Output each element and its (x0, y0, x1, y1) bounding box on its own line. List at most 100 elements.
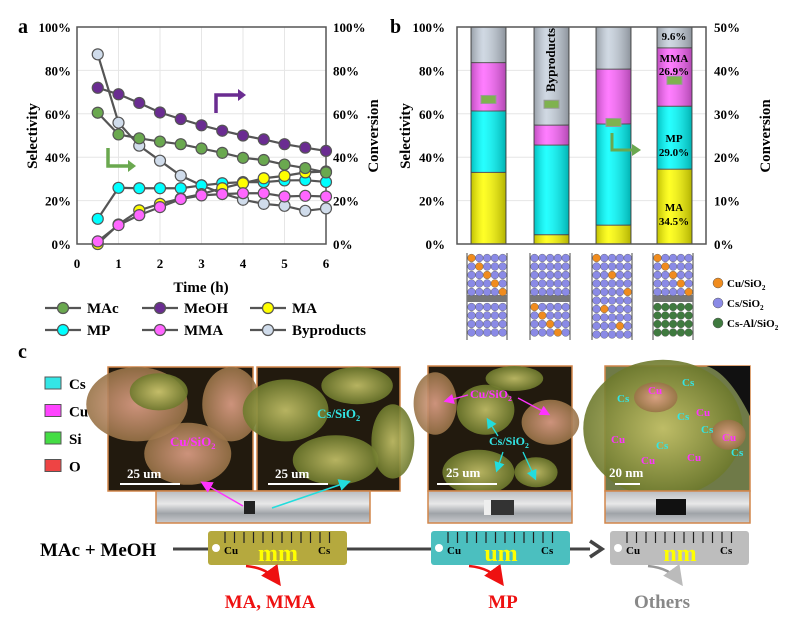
data-point-mma (153, 201, 167, 214)
catalyst-sphere (592, 321, 601, 331)
catalyst-sphere (684, 311, 693, 320)
catalyst-sphere (553, 287, 563, 297)
y2-tick-label: 10% (714, 194, 740, 209)
element-label-cs: Cs (617, 393, 630, 405)
catalyst-sphere (615, 279, 625, 288)
data-point-byproducts (112, 116, 125, 129)
catalyst-sphere (592, 262, 601, 271)
catalyst-sphere (607, 279, 617, 288)
catalyst-sphere (538, 270, 547, 280)
catalyst-sphere (653, 270, 662, 280)
x-tick-label: 5 (281, 256, 288, 271)
catalyst-sphere (561, 262, 570, 271)
catalyst-sphere (615, 253, 625, 263)
particle (371, 404, 415, 479)
catalyst-sphere (607, 321, 617, 331)
catalyst-sphere (600, 287, 609, 297)
catalyst-sphere (615, 287, 625, 297)
data-point-byproducts (91, 48, 104, 61)
catalyst-sphere (623, 253, 632, 263)
catalyst-sphere (561, 319, 570, 329)
y-tick-label: 100% (39, 20, 72, 35)
data-point-mac (133, 132, 146, 145)
catalyst-sphere (668, 262, 678, 271)
element-legend-swatch (44, 459, 62, 472)
bar-shading (596, 225, 631, 244)
product-arrow (245, 563, 281, 587)
data-point-mma (299, 189, 312, 202)
catalyst-sphere (538, 302, 547, 312)
catalyst-sphere (467, 311, 476, 320)
legend-label: MA (292, 301, 317, 317)
catalyst-sphere (538, 328, 547, 337)
bar-shading (534, 145, 569, 235)
catalyst-sphere (490, 270, 500, 280)
y-tick-label: 80% (419, 63, 445, 78)
bed-legend-marker (712, 297, 724, 309)
conversion-marker (543, 99, 560, 109)
catalyst-sphere (676, 287, 686, 297)
catalyst-sphere (592, 313, 601, 322)
y-tick-label: 20% (419, 194, 445, 209)
ruler-unit: um (484, 541, 517, 567)
data-point-mac (153, 135, 167, 148)
image-label-subscript: 2 (356, 413, 360, 423)
catalyst-sphere (600, 330, 609, 339)
legend-marker (153, 301, 167, 315)
element-label-cu: Cu (641, 455, 655, 467)
element-label-cs: Cs (701, 424, 714, 436)
catalyst-sphere (498, 311, 507, 320)
catalyst-sphere (530, 302, 539, 312)
legend-marker (261, 301, 275, 315)
ruler-hole (614, 544, 622, 552)
data-point-mma (319, 190, 333, 203)
catalyst-sphere (661, 270, 670, 280)
catalyst-sphere (545, 253, 555, 263)
catalyst-sphere (545, 287, 555, 297)
catalyst-sphere (623, 304, 632, 314)
catalyst-sphere (483, 319, 492, 329)
catalyst-sphere (623, 287, 632, 297)
catalyst-sphere (561, 279, 570, 288)
bed-legend-label-text: Cs/SiO (727, 298, 760, 310)
catalyst-sphere (615, 313, 625, 322)
element-legend-label: O (69, 460, 81, 476)
conversion-marker (666, 75, 683, 85)
catalyst-sphere (530, 319, 539, 329)
catalyst-sphere (592, 304, 601, 314)
catalyst-sphere (676, 270, 686, 280)
plot-frame (76, 26, 327, 245)
catalyst-sphere (530, 262, 539, 271)
series-line-meoh (97, 86, 327, 152)
ruler-nm: Cu Cs nm (610, 531, 749, 587)
bed-legend-label: Cs/SiO2 (727, 298, 764, 312)
catalyst-sphere (561, 311, 570, 320)
data-point-meoh (91, 81, 104, 94)
particle (202, 367, 261, 442)
element-label-cu: Cu (696, 407, 710, 419)
legend-marker (153, 323, 167, 337)
catalyst-sphere (653, 311, 662, 320)
legend-label: Byproducts (292, 323, 366, 339)
data-point-mac (278, 158, 291, 171)
catalyst-sphere (467, 302, 476, 312)
product-arrow (647, 563, 683, 587)
ruler-hole (435, 544, 443, 552)
catalyst-bed-photo (244, 501, 255, 514)
pointer-arrow (200, 481, 244, 507)
micrograph-cu-sio2: Cu/SiO2 25 um (86, 366, 261, 492)
catalyst-sphere (490, 253, 500, 263)
ruler-right-label: Cs (541, 545, 554, 557)
catalyst-sphere (475, 328, 484, 337)
particle (413, 372, 457, 435)
data-point-mma (216, 187, 229, 201)
catalyst-sphere (553, 279, 563, 288)
chart-a: 0% 0% 20% 20% 40% 40% 60% 60% 80% 80% 100% 100% 0 1 2 3… (25, 20, 382, 339)
bed-legend-label: Cs-Al/SiO2 (727, 318, 779, 332)
pointer-arrow (522, 451, 537, 481)
catalyst-sphere (561, 328, 570, 337)
catalyst-sphere (676, 262, 686, 271)
data-point-mp (133, 182, 146, 195)
catalyst-sphere (592, 296, 601, 305)
catalyst-sphere (561, 253, 570, 263)
